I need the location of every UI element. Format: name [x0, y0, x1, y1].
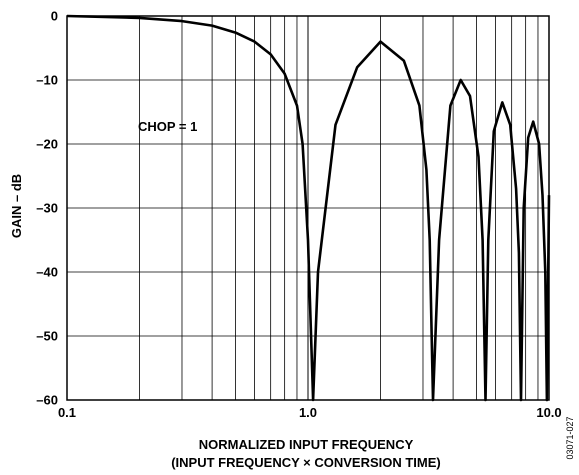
y-axis-title: GAIN – dB: [9, 174, 24, 238]
chop-annotation: CHOP = 1: [138, 119, 197, 134]
x-axis-title-line2: (INPUT FREQUENCY × CONVERSION TIME): [171, 455, 441, 470]
x-tick-label: 1.0: [299, 405, 317, 420]
y-tick-label: –50: [36, 329, 58, 344]
x-axis-title-line1: NORMALIZED INPUT FREQUENCY: [199, 437, 414, 452]
grid-lines: [67, 16, 549, 400]
plot-frame: [66, 15, 550, 401]
y-tick-label: –10: [36, 73, 58, 88]
x-tick-labels: 0.1 1.0 10.0: [58, 405, 562, 420]
x-tick-label: 0.1: [58, 405, 76, 420]
gain-response-line: [66, 14, 551, 402]
y-tick-label: –60: [36, 393, 58, 408]
y-tick-label: –30: [36, 201, 58, 216]
y-tick-label: –20: [36, 137, 58, 152]
y-tick-label: –40: [36, 265, 58, 280]
y-tick-label: 0: [51, 9, 58, 24]
figure-id: 03071-027: [565, 416, 575, 459]
series-group: [66, 14, 551, 402]
y-tick-labels: 0 –10 –20 –30 –40 –50 –60: [36, 9, 58, 408]
x-tick-label: 10.0: [536, 405, 561, 420]
